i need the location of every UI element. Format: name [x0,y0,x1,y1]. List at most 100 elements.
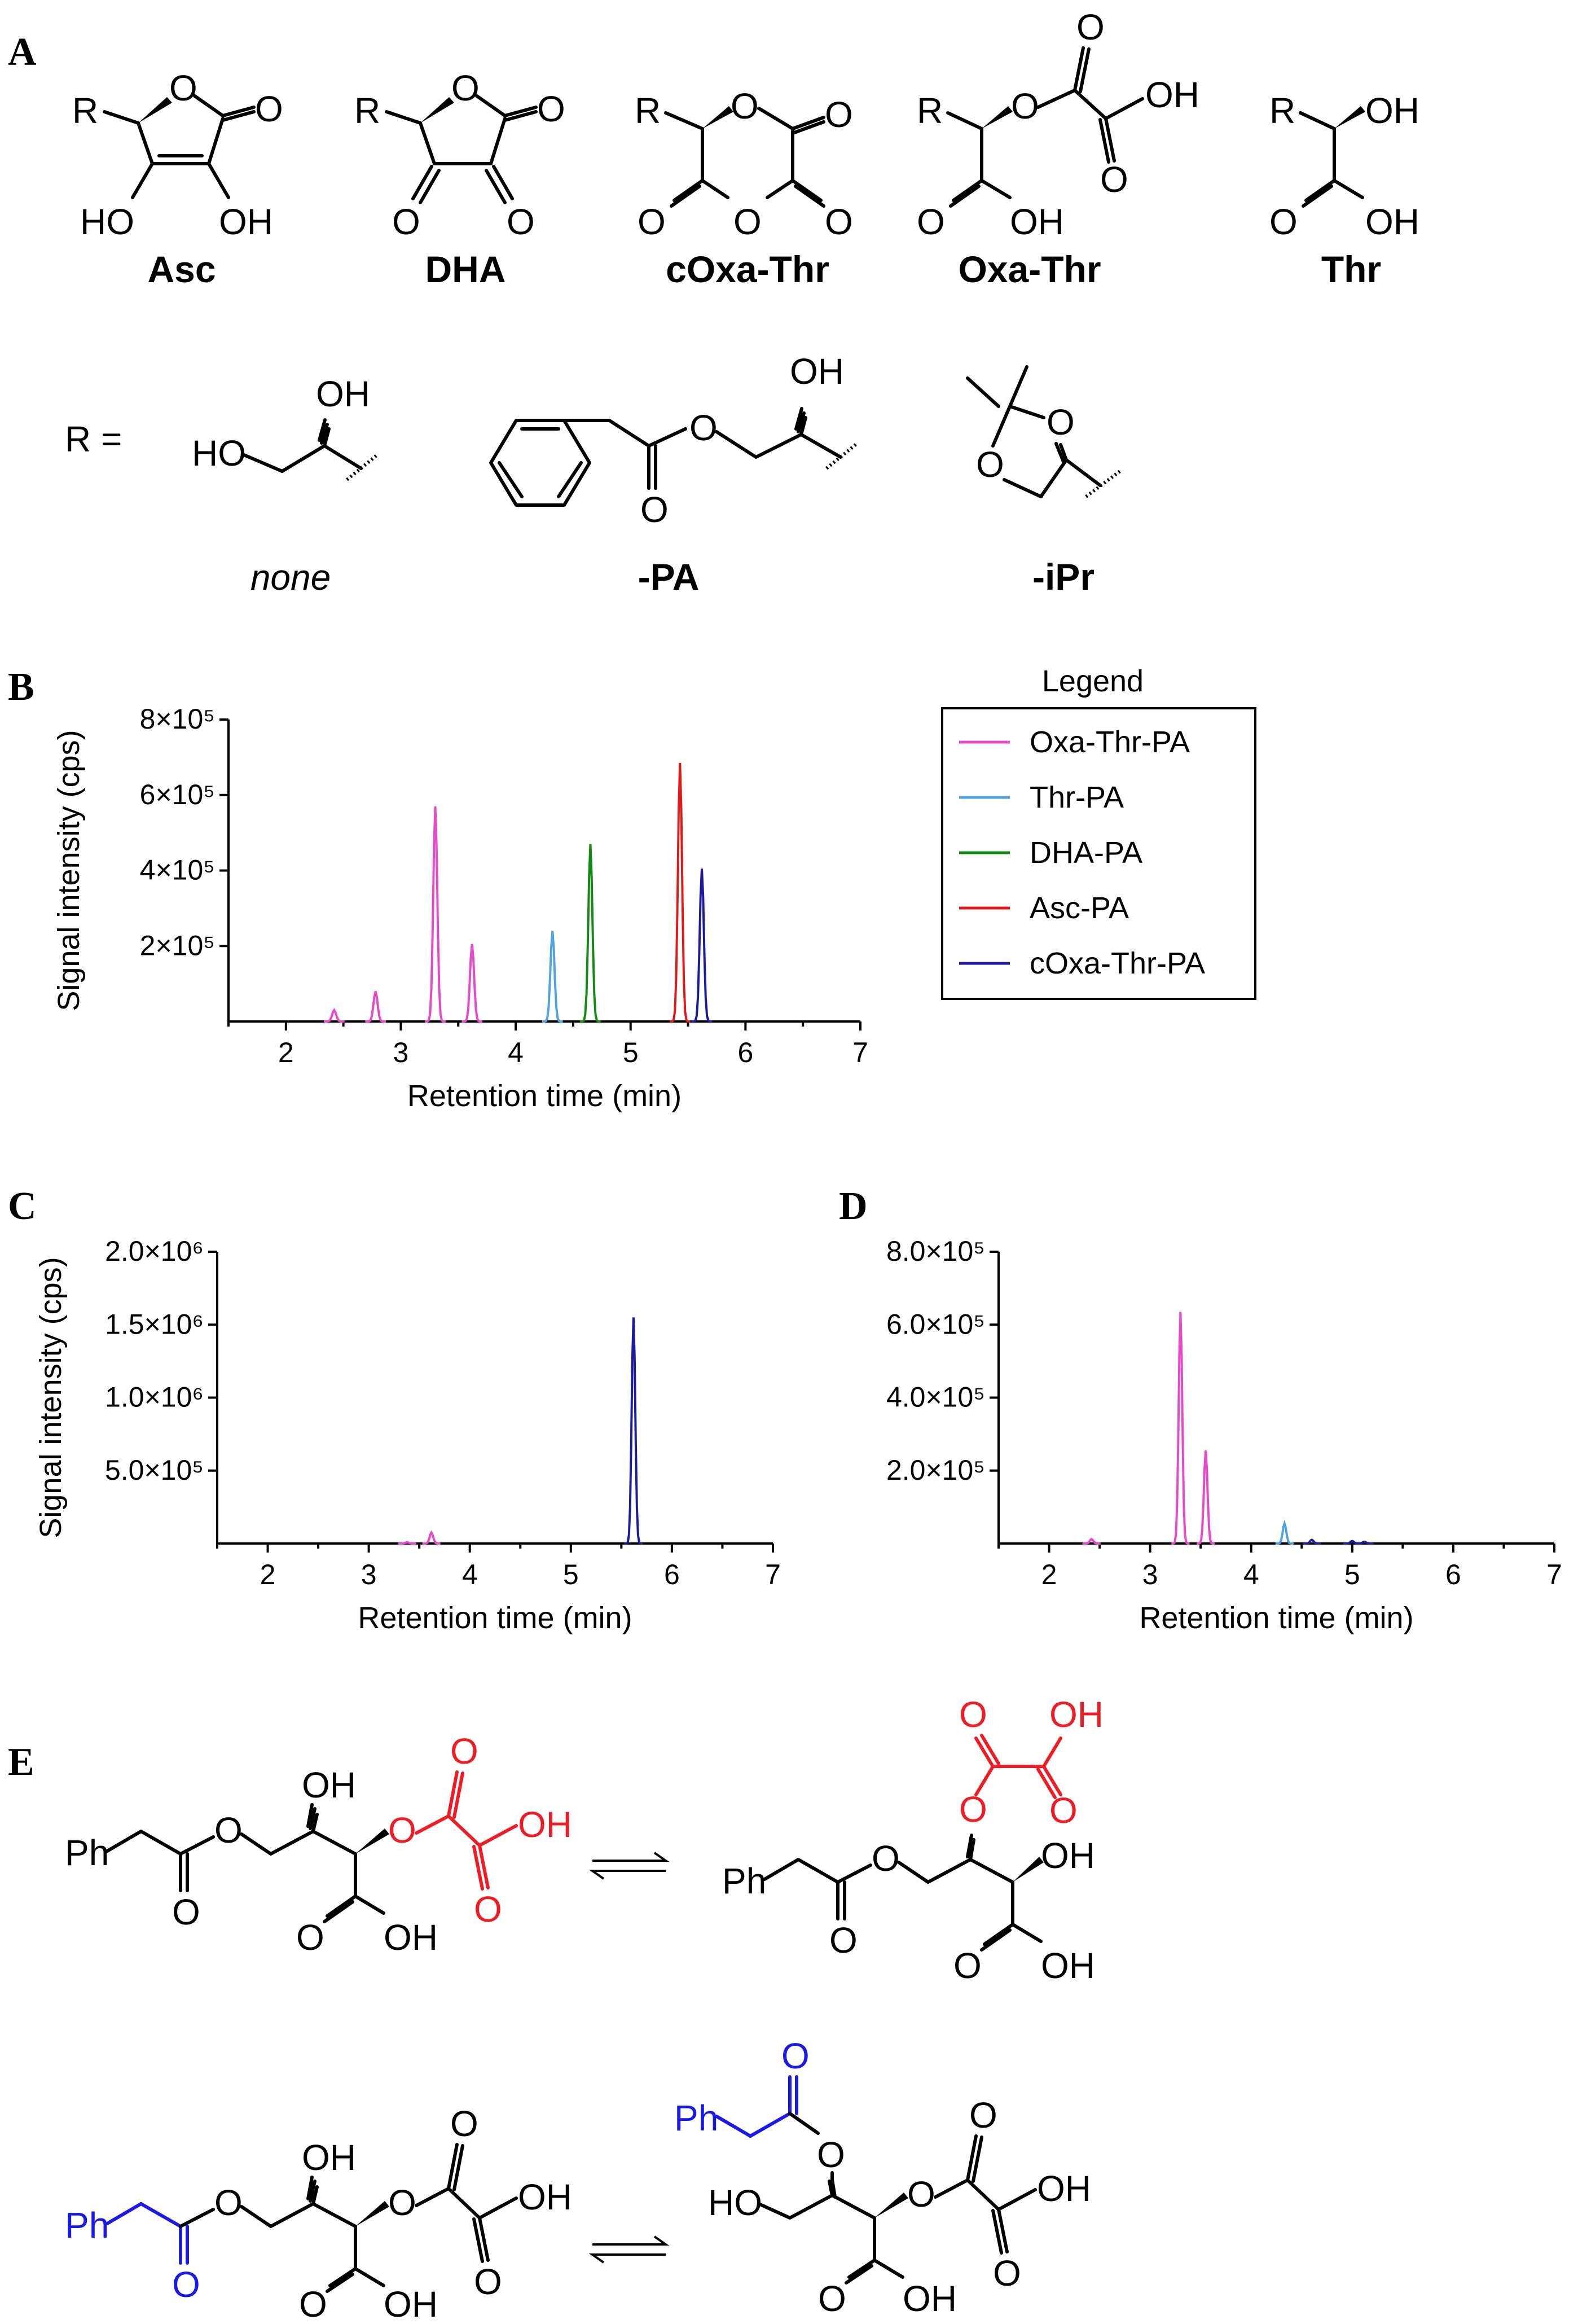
x-tick-label: 4 [508,1037,524,1068]
dha-structure: R O O O O DHA [354,68,565,290]
y-tick-label: 2×10⁵ [140,929,215,961]
r-pa-structure: O O OH -PA [489,351,859,598]
atom-oh: OH [518,2177,572,2217]
atom-o: O [450,2103,478,2144]
x-tick-label: 3 [393,1037,409,1068]
x-tick-label: 5 [563,1559,579,1590]
series-peak [1275,1519,1294,1545]
atom-o: O [1047,402,1075,442]
series-peak [398,1541,416,1545]
atom-o: O [976,444,1004,485]
series-peak [691,869,713,1023]
y-axis-label: Signal intensity (cps) [34,1257,68,1538]
series-peak [580,844,601,1023]
panel-label-c: C [8,1185,37,1228]
series-peak [1082,1537,1101,1545]
x-tick-label: 2 [278,1037,294,1068]
series-peak [425,806,446,1023]
asc-label: Asc [147,248,216,290]
atom-o: O [959,1789,987,1830]
r-ipr-structure: O O -iPr [966,365,1121,598]
x-tick-label: 4 [462,1559,478,1590]
x-tick-label: 3 [1142,1559,1158,1590]
legend-title: Legend [1042,664,1144,698]
atom-o: O [640,489,669,530]
panel-label-b: B [8,665,34,709]
x-tick-label: 7 [852,1037,868,1068]
y-tick-label: 8×10⁵ [140,703,215,735]
atom-o: O [959,1694,987,1735]
atom-r: R [917,90,943,131]
series-peak [1171,1312,1190,1545]
panel-label-e: E [8,1740,34,1784]
atom-r: R [354,90,380,131]
x-tick-label: 3 [361,1559,377,1590]
atom-o: O [214,1810,243,1851]
atom-o: O [1049,1790,1078,1831]
series-peak [324,1007,345,1023]
y-tick-label: 1.0×10⁶ [105,1382,204,1413]
atom-o: O [172,2264,200,2305]
y-tick-label: 6.0×10⁵ [886,1308,985,1340]
chart-d: 2 3 4 5 6 7 2.0×10⁵ 4.0×10⁵ 6.0×10⁵ 8.0×10⁵ Retent… [886,1235,1562,1635]
oxa-thr-structure: R O O O OH O OH Oxa-Thr [917,7,1199,290]
thr-structure: R OH O OH Thr [1269,90,1419,290]
atom-o: O [172,1892,200,1932]
x-tick-label: 7 [1546,1559,1562,1590]
atom-oh: OH [302,2137,356,2178]
atom-o: O [1011,86,1039,126]
x-tick-label: 2 [260,1559,276,1590]
atom-oh: OH [1365,90,1419,131]
series-peak [461,944,482,1023]
atom-o: O [689,407,718,448]
y-tick-label: 5.0×10⁵ [105,1454,204,1486]
series-peak [1197,1450,1215,1545]
atom-oh: OH [1365,201,1419,242]
equilibrium-arrow [588,2235,670,2264]
atom-o: O [474,1889,502,1930]
legend-label: Thr-PA [1030,780,1124,814]
series-peak [542,931,563,1023]
atom-oh: OH [790,351,844,392]
atom-o: O [781,2036,810,2076]
atom-oh: OH [384,2284,438,2324]
atom-o: O [388,1810,416,1851]
atom-oh: OH [518,1804,572,1845]
atom-o: O [731,86,759,126]
dha-label: DHA [425,248,506,290]
equilibrium-arrow [588,1852,670,1880]
oxa-thr-label: Oxa-Thr [958,248,1101,290]
atom-oh: OH [1041,1835,1095,1876]
y-tick-label: 4.0×10⁵ [886,1382,985,1413]
atom-ho: HO [708,2182,762,2223]
atom-oh: OH [1145,74,1199,115]
atom-oh: OH [903,2278,957,2319]
chart-b: 2 3 4 5 6 7 2×10⁵ 4×10⁵ 6×10⁵ 8×10⁵ Retention time… [52,703,868,1113]
y-tick-label: 2.0×10⁶ [105,1235,204,1267]
atom-o: O [1100,159,1128,200]
r-none-structure: HO OH none [192,374,379,598]
x-tick-label: 2 [1041,1559,1057,1590]
atom-o: O [817,2134,845,2175]
y-tick-label: 8.0×10⁵ [886,1235,985,1267]
atom-o: O [872,1838,900,1879]
atom-o: O [953,1945,982,1986]
atom-oh: OH [316,374,370,414]
y-tick-label: 4×10⁵ [140,854,215,886]
x-tick-label: 7 [765,1559,781,1590]
series-peak [670,762,691,1023]
atom-o: O [299,2284,327,2324]
panel-label-d: D [839,1185,868,1228]
atom-r: R [635,90,661,131]
atom-o: O [818,2278,846,2319]
r-ipr-label: -iPr [1032,556,1095,598]
atom-o: O [1076,7,1105,47]
atom-o: O [638,201,666,242]
r-equals-label: R = [65,419,122,459]
series-peak [624,1317,643,1545]
atom-o: O [537,89,565,129]
atom-o: O [825,201,853,242]
x-tick-label: 6 [1445,1559,1461,1590]
atom-oh: OH [1037,2168,1091,2209]
